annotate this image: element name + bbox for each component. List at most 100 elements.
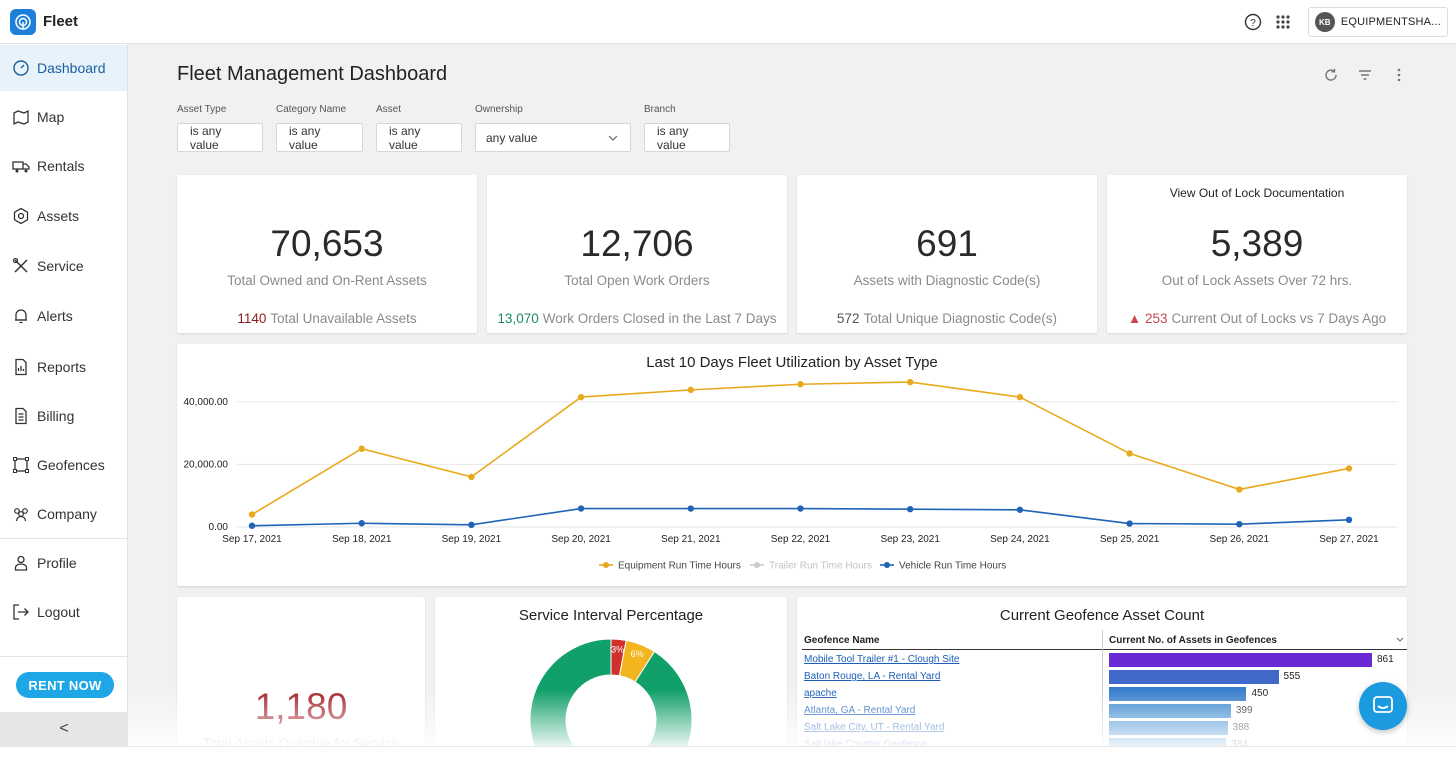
geofence-name-header[interactable]: Geofence Name <box>804 635 880 646</box>
sidebar-item-billing[interactable]: Billing <box>0 393 127 439</box>
data-point[interactable] <box>797 505 804 512</box>
data-point[interactable] <box>577 393 585 401</box>
out-of-lock-documentation-link[interactable]: View Out of Lock Documentation <box>1169 186 1345 200</box>
kpi-sub-value: 13,070 <box>497 311 539 326</box>
refresh-icon[interactable] <box>1322 66 1340 84</box>
sidebar-item-label: Profile <box>37 555 77 571</box>
data-point[interactable] <box>1236 520 1243 528</box>
rent-now-button[interactable]: RENT NOW <box>16 672 114 698</box>
kpi-card-out-of-lock[interactable]: View Out of Lock Documentation 5,389 Out… <box>1107 175 1407 333</box>
sidebar-item-assets[interactable]: Assets <box>0 193 127 239</box>
legend-label[interactable]: Trailer Run Time Hours <box>769 561 872 572</box>
overdue-service-card[interactable]: 1,180 Total Assets Overdue for Service <box>177 597 425 746</box>
geofence-name-link[interactable]: Salt Lake City, UT - Rental Yard <box>804 722 945 733</box>
chevron-left-icon: < <box>59 720 69 737</box>
data-point[interactable] <box>907 505 914 513</box>
donut-slice[interactable] <box>529 638 693 746</box>
donut-slice-label: 3% <box>611 644 624 654</box>
filter-category-name-select[interactable]: is any value <box>276 123 363 152</box>
sidebar-item-logout[interactable]: Logout <box>0 589 127 635</box>
sidebar-item-label: Geofences <box>37 457 105 473</box>
sidebar-item-label: Map <box>37 109 65 125</box>
data-point[interactable] <box>1126 450 1133 457</box>
kpi-value: 70,653 <box>270 223 384 264</box>
sidebar-item-map[interactable]: Map <box>0 94 127 140</box>
filter-label: Branch <box>644 104 676 115</box>
geofence-name-link[interactable]: Atlanta, GA - Rental Yard <box>804 705 916 716</box>
geofence-count-bar <box>1109 704 1231 718</box>
sort-chevron-down-icon[interactable] <box>1396 637 1404 642</box>
data-point[interactable] <box>1345 516 1353 523</box>
x-tick-label: Sep 24, 2021 <box>990 534 1050 545</box>
data-point[interactable] <box>248 511 256 518</box>
x-tick-label: Sep 22, 2021 <box>771 534 831 545</box>
geofence-count-bar <box>1109 721 1228 735</box>
sidebar-item-label: Logout <box>37 604 80 620</box>
geofence-name-link[interactable]: Mobile Tool Trailer #1 - Clough Site <box>804 654 960 665</box>
kpi-sub-value: ▲ 253 <box>1127 311 1168 326</box>
data-point[interactable] <box>687 505 694 512</box>
sidebar-item-service[interactable]: Service <box>0 243 127 289</box>
fleet-logo-icon[interactable] <box>10 8 36 35</box>
kpi-card-diagnostic-codes[interactable]: 691 Assets with Diagnostic Code(s) 572 To… <box>797 175 1097 333</box>
sidebar-item-reports[interactable]: Reports <box>0 344 127 390</box>
x-tick-label: Sep 21, 2021 <box>661 534 721 545</box>
service-interval-donut-chart[interactable]: 3% 6% <box>435 597 787 746</box>
geofence-name-link[interactable]: Salt lake Counter Geofence <box>804 739 927 746</box>
apps-grid-icon[interactable] <box>1272 11 1294 33</box>
filter-asset-type-select[interactable]: is any value <box>177 123 263 152</box>
legend-label[interactable]: Equipment Run Time Hours <box>618 561 741 572</box>
x-tick-label: Sep 25, 2021 <box>1100 534 1160 545</box>
kpi-card-open-work-orders[interactable]: 12,706 Total Open Work Orders 13,070 Work… <box>487 175 787 333</box>
more-vert-icon[interactable] <box>1390 66 1408 84</box>
account-menu[interactable]: KB EQUIPMENTSHA... <box>1307 7 1448 37</box>
sidebar-item-profile[interactable]: Profile <box>0 540 127 586</box>
data-point[interactable] <box>797 381 804 388</box>
filter-ownership-select[interactable]: any value <box>475 123 631 152</box>
svg-text:?: ? <box>1250 18 1256 29</box>
geofence-count-value: 384 <box>1231 739 1248 746</box>
kpi-card-total-assets[interactable]: 70,653 Total Owned and On-Rent Assets 11… <box>177 175 477 333</box>
data-point[interactable] <box>1016 393 1024 401</box>
data-point[interactable] <box>1236 486 1243 493</box>
data-point[interactable] <box>577 505 585 512</box>
filter-asset-select[interactable]: is any value <box>376 123 462 152</box>
data-point[interactable] <box>907 378 914 386</box>
dashboard-gauge-icon <box>13 60 29 76</box>
filter-branch: Branch is any value <box>644 104 730 152</box>
help-icon[interactable]: ? <box>1242 11 1264 33</box>
data-point[interactable] <box>358 520 365 527</box>
data-point[interactable] <box>358 445 365 452</box>
data-point[interactable] <box>468 473 475 481</box>
filter-label: Asset <box>376 104 402 115</box>
collapse-sidebar-button[interactable]: < <box>0 712 128 746</box>
geofence-column-divider <box>1102 630 1103 746</box>
sidebar-item-alerts[interactable]: Alerts <box>0 293 127 339</box>
kpi-sub: 13,070 Work Orders Closed in the Last 7 D… <box>487 311 787 326</box>
data-point[interactable] <box>687 386 694 394</box>
data-point[interactable] <box>1345 465 1353 472</box>
service-interval-card: Service Interval Percentage 3% 6% <box>435 597 787 746</box>
sidebar-item-dashboard[interactable]: Dashboard <box>0 45 127 91</box>
data-point[interactable] <box>468 521 475 529</box>
sidebar-item-company[interactable]: Company <box>0 491 127 537</box>
sidebar-item-rentals[interactable]: Rentals <box>0 143 127 189</box>
chat-support-button[interactable] <box>1359 682 1407 730</box>
filter-branch-select[interactable]: is any value <box>644 123 730 152</box>
geofence-name-link[interactable]: Baton Rouge, LA - Rental Yard <box>804 671 941 682</box>
data-point[interactable] <box>248 522 256 529</box>
sidebar-item-geofences[interactable]: Geofences <box>0 442 127 488</box>
geofence-count-bar <box>1109 653 1372 667</box>
data-point[interactable] <box>1016 506 1024 513</box>
y-tick-label: 0.00 <box>209 522 229 533</box>
data-point[interactable] <box>1126 520 1133 527</box>
sidebar-item-label: Company <box>37 506 97 522</box>
geofence-count-value: 555 <box>1283 671 1301 682</box>
geofence-name-link[interactable]: apache <box>804 688 837 699</box>
geofence-row: apache 450 <box>804 685 1404 702</box>
legend-label[interactable]: Vehicle Run Time Hours <box>899 561 1006 572</box>
x-tick-label: Sep 17, 2021 <box>222 534 282 545</box>
filter-icon[interactable] <box>1356 66 1374 84</box>
fleet-utilization-line-chart[interactable]: 0.00 20,000.00 40,000.00 Sep 17, 2021 Sep 18… <box>177 344 1407 586</box>
geofence-count-header[interactable]: Current No. of Assets in Geofences <box>1109 635 1277 646</box>
